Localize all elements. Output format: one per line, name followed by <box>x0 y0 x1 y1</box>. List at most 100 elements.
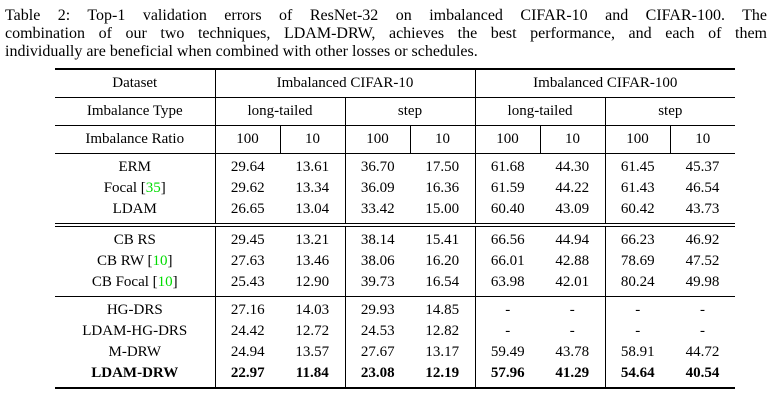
dataset-label: Dataset <box>112 75 158 91</box>
value-cell: 38.14 <box>344 225 410 251</box>
value-cell: 43.78 <box>555 344 590 360</box>
value-cell: 12.82 <box>425 323 460 339</box>
header-row-dataset: Dataset Imbalanced CIFAR-10 Imbalanced C… <box>55 69 736 98</box>
imbalance-type-label: Imbalance Type <box>86 103 183 119</box>
method-cell: ERM <box>118 159 151 175</box>
ratio-cell: 100 <box>604 125 671 154</box>
value-cell: 57.96 <box>474 363 541 388</box>
value-cell: 16.36 <box>425 180 460 196</box>
value-cell: - <box>569 302 575 318</box>
method-group-3: HG-DRS 27.16 14.03 29.93 14.85- - - - LDAM-HG-DR… <box>55 296 735 388</box>
value-cell: 44.72 <box>685 344 720 360</box>
value-cell: 46.92 <box>685 232 720 248</box>
value-cell: 54.64 <box>604 363 671 388</box>
value-cell: 78.69 <box>604 251 671 272</box>
method-cell: M-DRW <box>108 344 162 360</box>
value-cell: 60.42 <box>604 199 671 225</box>
caption-line-3: individually are beneficial when combine… <box>5 43 478 60</box>
value-cell: 22.97 <box>214 363 280 388</box>
ratio-cell: 10 <box>279 125 345 154</box>
value-cell: 66.23 <box>604 225 671 251</box>
table-row: M-DRW 24.94 13.57 27.67 13.17 59.49 43.78 58.91… <box>55 342 735 363</box>
value-cell: 61.45 <box>604 153 671 178</box>
value-cell: 60.40 <box>474 199 541 225</box>
table-row: ERM 29.64 13.61 36.70 17.50 61.68 44.30 61.45 45… <box>55 153 735 178</box>
method-cell: LDAM-DRW <box>91 365 179 381</box>
method-group-1: ERM 29.64 13.61 36.70 17.50 61.68 44.30 61.45 45… <box>55 153 736 225</box>
value-cell: - <box>569 323 575 339</box>
ratio-cell: 100 <box>474 125 541 154</box>
value-cell: 13.21 <box>295 232 330 248</box>
table-row: HG-DRS 27.16 14.03 29.93 14.85- - - - <box>55 296 735 321</box>
value-cell: - <box>474 296 541 321</box>
value-cell: 61.43 <box>604 178 671 199</box>
table-row: LDAM-DRW 22.97 11.84 23.08 12.19 57.96 41.29 54… <box>55 363 735 388</box>
method-cell: LDAM-HG-DRS <box>82 323 188 339</box>
value-cell: 14.03 <box>295 302 330 318</box>
citation-number: 10 <box>152 253 168 269</box>
value-cell: 58.91 <box>604 342 671 363</box>
value-cell: 66.01 <box>474 251 541 272</box>
value-cell: 44.22 <box>555 180 590 196</box>
value-cell: 29.45 <box>214 225 280 251</box>
table-row: LDAM 26.65 13.04 33.42 15.00 60.40 43.09 60.42 4… <box>55 199 736 225</box>
value-cell: 42.88 <box>555 253 590 269</box>
value-cell: 61.68 <box>474 153 541 178</box>
value-cell: 27.67 <box>344 342 410 363</box>
value-cell: 29.64 <box>214 153 280 178</box>
value-cell: 15.00 <box>425 201 460 217</box>
value-cell: 29.93 <box>344 296 410 321</box>
caption-line-2: combination of our two techniques, LDAM-… <box>5 25 767 42</box>
type-cell: step <box>344 97 476 126</box>
ratio-cell: 10 <box>409 125 476 154</box>
header-row-imbalance-ratio: Imbalance Ratio 100 10 100 10 100 10 100 10 <box>55 125 736 154</box>
value-cell: 25.43 <box>214 272 280 297</box>
value-cell: 23.08 <box>344 363 410 388</box>
value-cell: 24.94 <box>214 342 280 363</box>
value-cell: 38.06 <box>344 251 410 272</box>
value-cell: 80.24 <box>604 272 671 297</box>
method-cell: LDAM <box>112 201 157 217</box>
value-cell: 59.49 <box>474 342 541 363</box>
value-cell: 13.61 <box>295 159 330 175</box>
method-cell: CB Focal [10] <box>91 274 178 290</box>
value-cell: - <box>604 321 671 342</box>
type-cell: step <box>604 97 736 126</box>
results-table: Dataset Imbalanced CIFAR-10 Imbalanced C… <box>55 68 736 389</box>
value-cell: 40.54 <box>685 365 720 381</box>
value-cell: 41.29 <box>555 365 590 381</box>
value-cell: 16.54 <box>425 274 460 290</box>
value-cell: 43.73 <box>685 201 720 217</box>
ratio-cell: 100 <box>344 125 410 154</box>
type-cell: long-tailed <box>214 97 345 126</box>
value-cell: 42.01 <box>555 274 590 290</box>
citation-number: 35 <box>145 180 161 196</box>
value-cell: - <box>604 296 671 321</box>
value-cell: 24.42 <box>214 321 280 342</box>
value-cell: 36.09 <box>344 178 410 199</box>
header-row-imbalance-type: Imbalance Type long-tailed step long-tai… <box>55 97 736 126</box>
method-cell: Focal [35] <box>103 180 166 196</box>
table-row: LDAM-HG-DRS 24.42 12.72 24.53 12.82- - - - <box>55 321 735 342</box>
value-cell: 13.46 <box>295 253 330 269</box>
caption-line-1: Table 2: Top-1 validation errors of ResN… <box>5 7 767 24</box>
dataset-cifar10: Imbalanced CIFAR-10 <box>214 69 476 98</box>
value-cell: 11.84 <box>295 365 329 381</box>
method-cell: CB RW [10] <box>96 253 173 269</box>
value-cell: 44.94 <box>555 232 590 248</box>
table-header: Dataset Imbalanced CIFAR-10 Imbalanced C… <box>55 69 736 154</box>
value-cell: 44.30 <box>555 159 590 175</box>
value-cell: 24.53 <box>344 321 410 342</box>
table-row: CB Focal [10] 25.43 12.90 39.73 16.54 63.98 42… <box>55 272 736 297</box>
value-cell: 36.70 <box>344 153 410 178</box>
value-cell: 13.04 <box>295 201 330 217</box>
value-cell: 49.98 <box>685 274 720 290</box>
type-cell: long-tailed <box>474 97 606 126</box>
dataset-cifar100: Imbalanced CIFAR-100 <box>474 69 736 98</box>
value-cell: 14.85 <box>425 302 460 318</box>
value-cell: 63.98 <box>474 272 541 297</box>
value-cell: 27.63 <box>214 251 280 272</box>
value-cell: 13.34 <box>295 180 330 196</box>
value-cell: - <box>700 323 706 339</box>
